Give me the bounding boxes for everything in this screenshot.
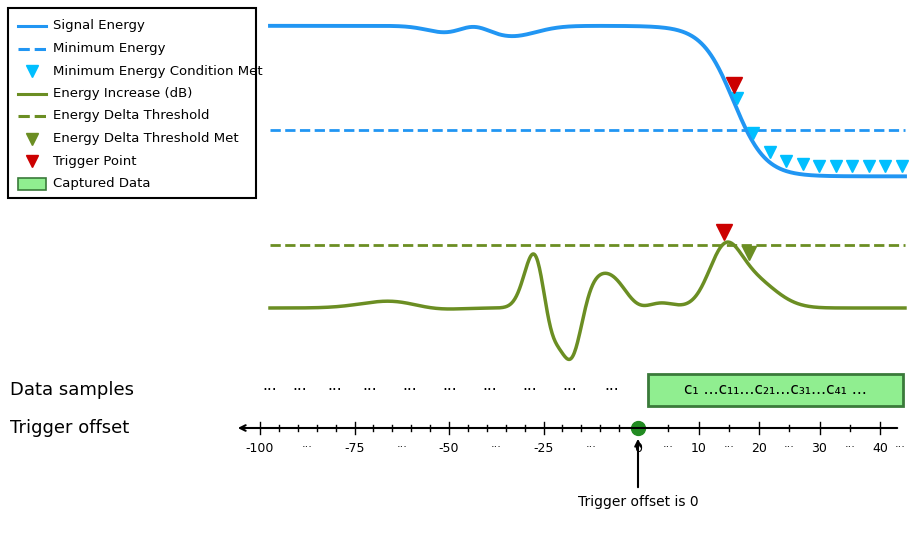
Text: ···: ··· bbox=[482, 382, 497, 397]
Text: 30: 30 bbox=[812, 442, 827, 455]
Text: 20: 20 bbox=[751, 442, 767, 455]
Text: ···: ··· bbox=[723, 442, 734, 452]
Text: ···: ··· bbox=[363, 382, 378, 397]
FancyBboxPatch shape bbox=[648, 374, 903, 406]
Text: ···: ··· bbox=[895, 442, 905, 452]
Text: ···: ··· bbox=[585, 442, 596, 452]
Text: ···: ··· bbox=[604, 382, 620, 397]
Text: -100: -100 bbox=[246, 442, 274, 455]
Text: ···: ··· bbox=[662, 442, 673, 452]
Text: ···: ··· bbox=[302, 442, 313, 452]
Text: -75: -75 bbox=[344, 442, 365, 455]
Text: Energy Delta Threshold Met: Energy Delta Threshold Met bbox=[53, 132, 238, 145]
Text: ···: ··· bbox=[403, 382, 418, 397]
Text: ···: ··· bbox=[328, 382, 342, 397]
Text: Energy Delta Threshold: Energy Delta Threshold bbox=[53, 110, 209, 123]
Text: ···: ··· bbox=[522, 382, 537, 397]
Text: Captured Data: Captured Data bbox=[53, 177, 150, 190]
Text: -50: -50 bbox=[439, 442, 460, 455]
Text: ···: ··· bbox=[784, 442, 794, 452]
Text: c₁ …c₁₁…c₂₁…c₃₁…c₄₁ …: c₁ …c₁₁…c₂₁…c₃₁…c₄₁ … bbox=[684, 382, 867, 397]
Text: -25: -25 bbox=[533, 442, 553, 455]
Text: Minimum Energy Condition Met: Minimum Energy Condition Met bbox=[53, 64, 263, 78]
Text: 0: 0 bbox=[634, 442, 642, 455]
Text: 40: 40 bbox=[872, 442, 888, 455]
Text: ···: ··· bbox=[562, 382, 577, 397]
Text: ···: ··· bbox=[490, 442, 501, 452]
Text: Trigger offset: Trigger offset bbox=[10, 419, 129, 437]
Text: Minimum Energy: Minimum Energy bbox=[53, 42, 166, 55]
Text: Trigger Point: Trigger Point bbox=[53, 154, 136, 167]
FancyBboxPatch shape bbox=[18, 178, 46, 190]
Text: ···: ··· bbox=[844, 442, 855, 452]
Text: 10: 10 bbox=[691, 442, 706, 455]
Text: ···: ··· bbox=[397, 442, 407, 452]
Text: Data samples: Data samples bbox=[10, 381, 134, 399]
Text: Signal Energy: Signal Energy bbox=[53, 19, 145, 32]
Text: Trigger offset is 0: Trigger offset is 0 bbox=[578, 495, 698, 509]
Text: Energy Increase (dB): Energy Increase (dB) bbox=[53, 87, 192, 100]
Text: ···: ··· bbox=[263, 382, 278, 397]
Text: ···: ··· bbox=[293, 382, 308, 397]
Text: ···: ··· bbox=[442, 382, 458, 397]
FancyBboxPatch shape bbox=[8, 8, 256, 198]
